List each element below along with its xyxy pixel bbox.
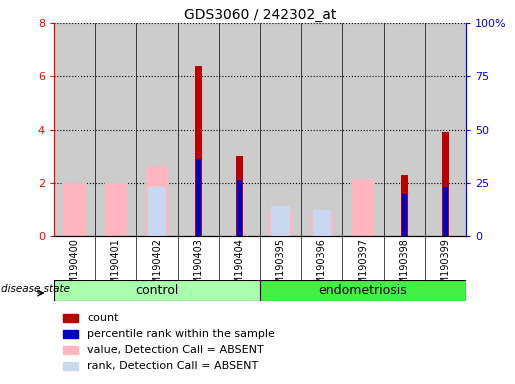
Bar — [95, 23, 136, 236]
Bar — [178, 23, 219, 236]
Bar — [442, 132, 449, 236]
Bar — [146, 166, 168, 236]
Text: GSM190404: GSM190404 — [234, 238, 245, 297]
Text: value, Detection Call = ABSENT: value, Detection Call = ABSENT — [87, 345, 264, 355]
Text: GSM190402: GSM190402 — [152, 238, 162, 297]
Text: GSM190401: GSM190401 — [111, 238, 121, 297]
Bar — [260, 280, 466, 301]
Bar — [195, 66, 202, 236]
Text: GSM190395: GSM190395 — [276, 238, 286, 297]
Bar — [136, 23, 178, 236]
Title: GDS3060 / 242302_at: GDS3060 / 242302_at — [184, 8, 336, 22]
Bar — [352, 179, 374, 236]
Bar — [63, 183, 86, 236]
Text: GSM190397: GSM190397 — [358, 238, 368, 297]
Bar — [425, 23, 466, 236]
Bar — [401, 175, 408, 236]
Text: count: count — [87, 313, 118, 323]
Text: GSM190396: GSM190396 — [317, 238, 327, 297]
Bar — [54, 23, 95, 236]
Bar — [63, 362, 78, 370]
Text: GSM190399: GSM190399 — [440, 238, 451, 297]
Bar — [196, 159, 201, 236]
Text: GSM190403: GSM190403 — [193, 238, 203, 297]
Bar — [236, 156, 243, 236]
Bar — [54, 280, 260, 301]
Text: control: control — [135, 285, 179, 297]
Bar — [63, 346, 78, 354]
Bar — [384, 23, 425, 236]
Text: rank, Detection Call = ABSENT: rank, Detection Call = ABSENT — [87, 361, 258, 371]
Bar — [237, 180, 242, 236]
Bar — [311, 214, 333, 236]
Bar — [443, 187, 448, 236]
Bar — [260, 23, 301, 236]
Text: percentile rank within the sample: percentile rank within the sample — [87, 329, 275, 339]
Text: endometriosis: endometriosis — [319, 285, 407, 297]
Bar — [313, 210, 331, 236]
Bar — [301, 23, 342, 236]
Bar — [63, 314, 78, 322]
Text: GSM190398: GSM190398 — [399, 238, 409, 297]
Bar — [105, 183, 127, 236]
Bar — [63, 330, 78, 338]
Bar — [271, 205, 290, 236]
Bar — [269, 210, 292, 236]
Text: GSM190400: GSM190400 — [70, 238, 80, 297]
Text: disease state: disease state — [1, 284, 70, 294]
Bar — [402, 194, 407, 236]
Bar — [342, 23, 384, 236]
Bar — [219, 23, 260, 236]
Bar — [148, 187, 166, 236]
